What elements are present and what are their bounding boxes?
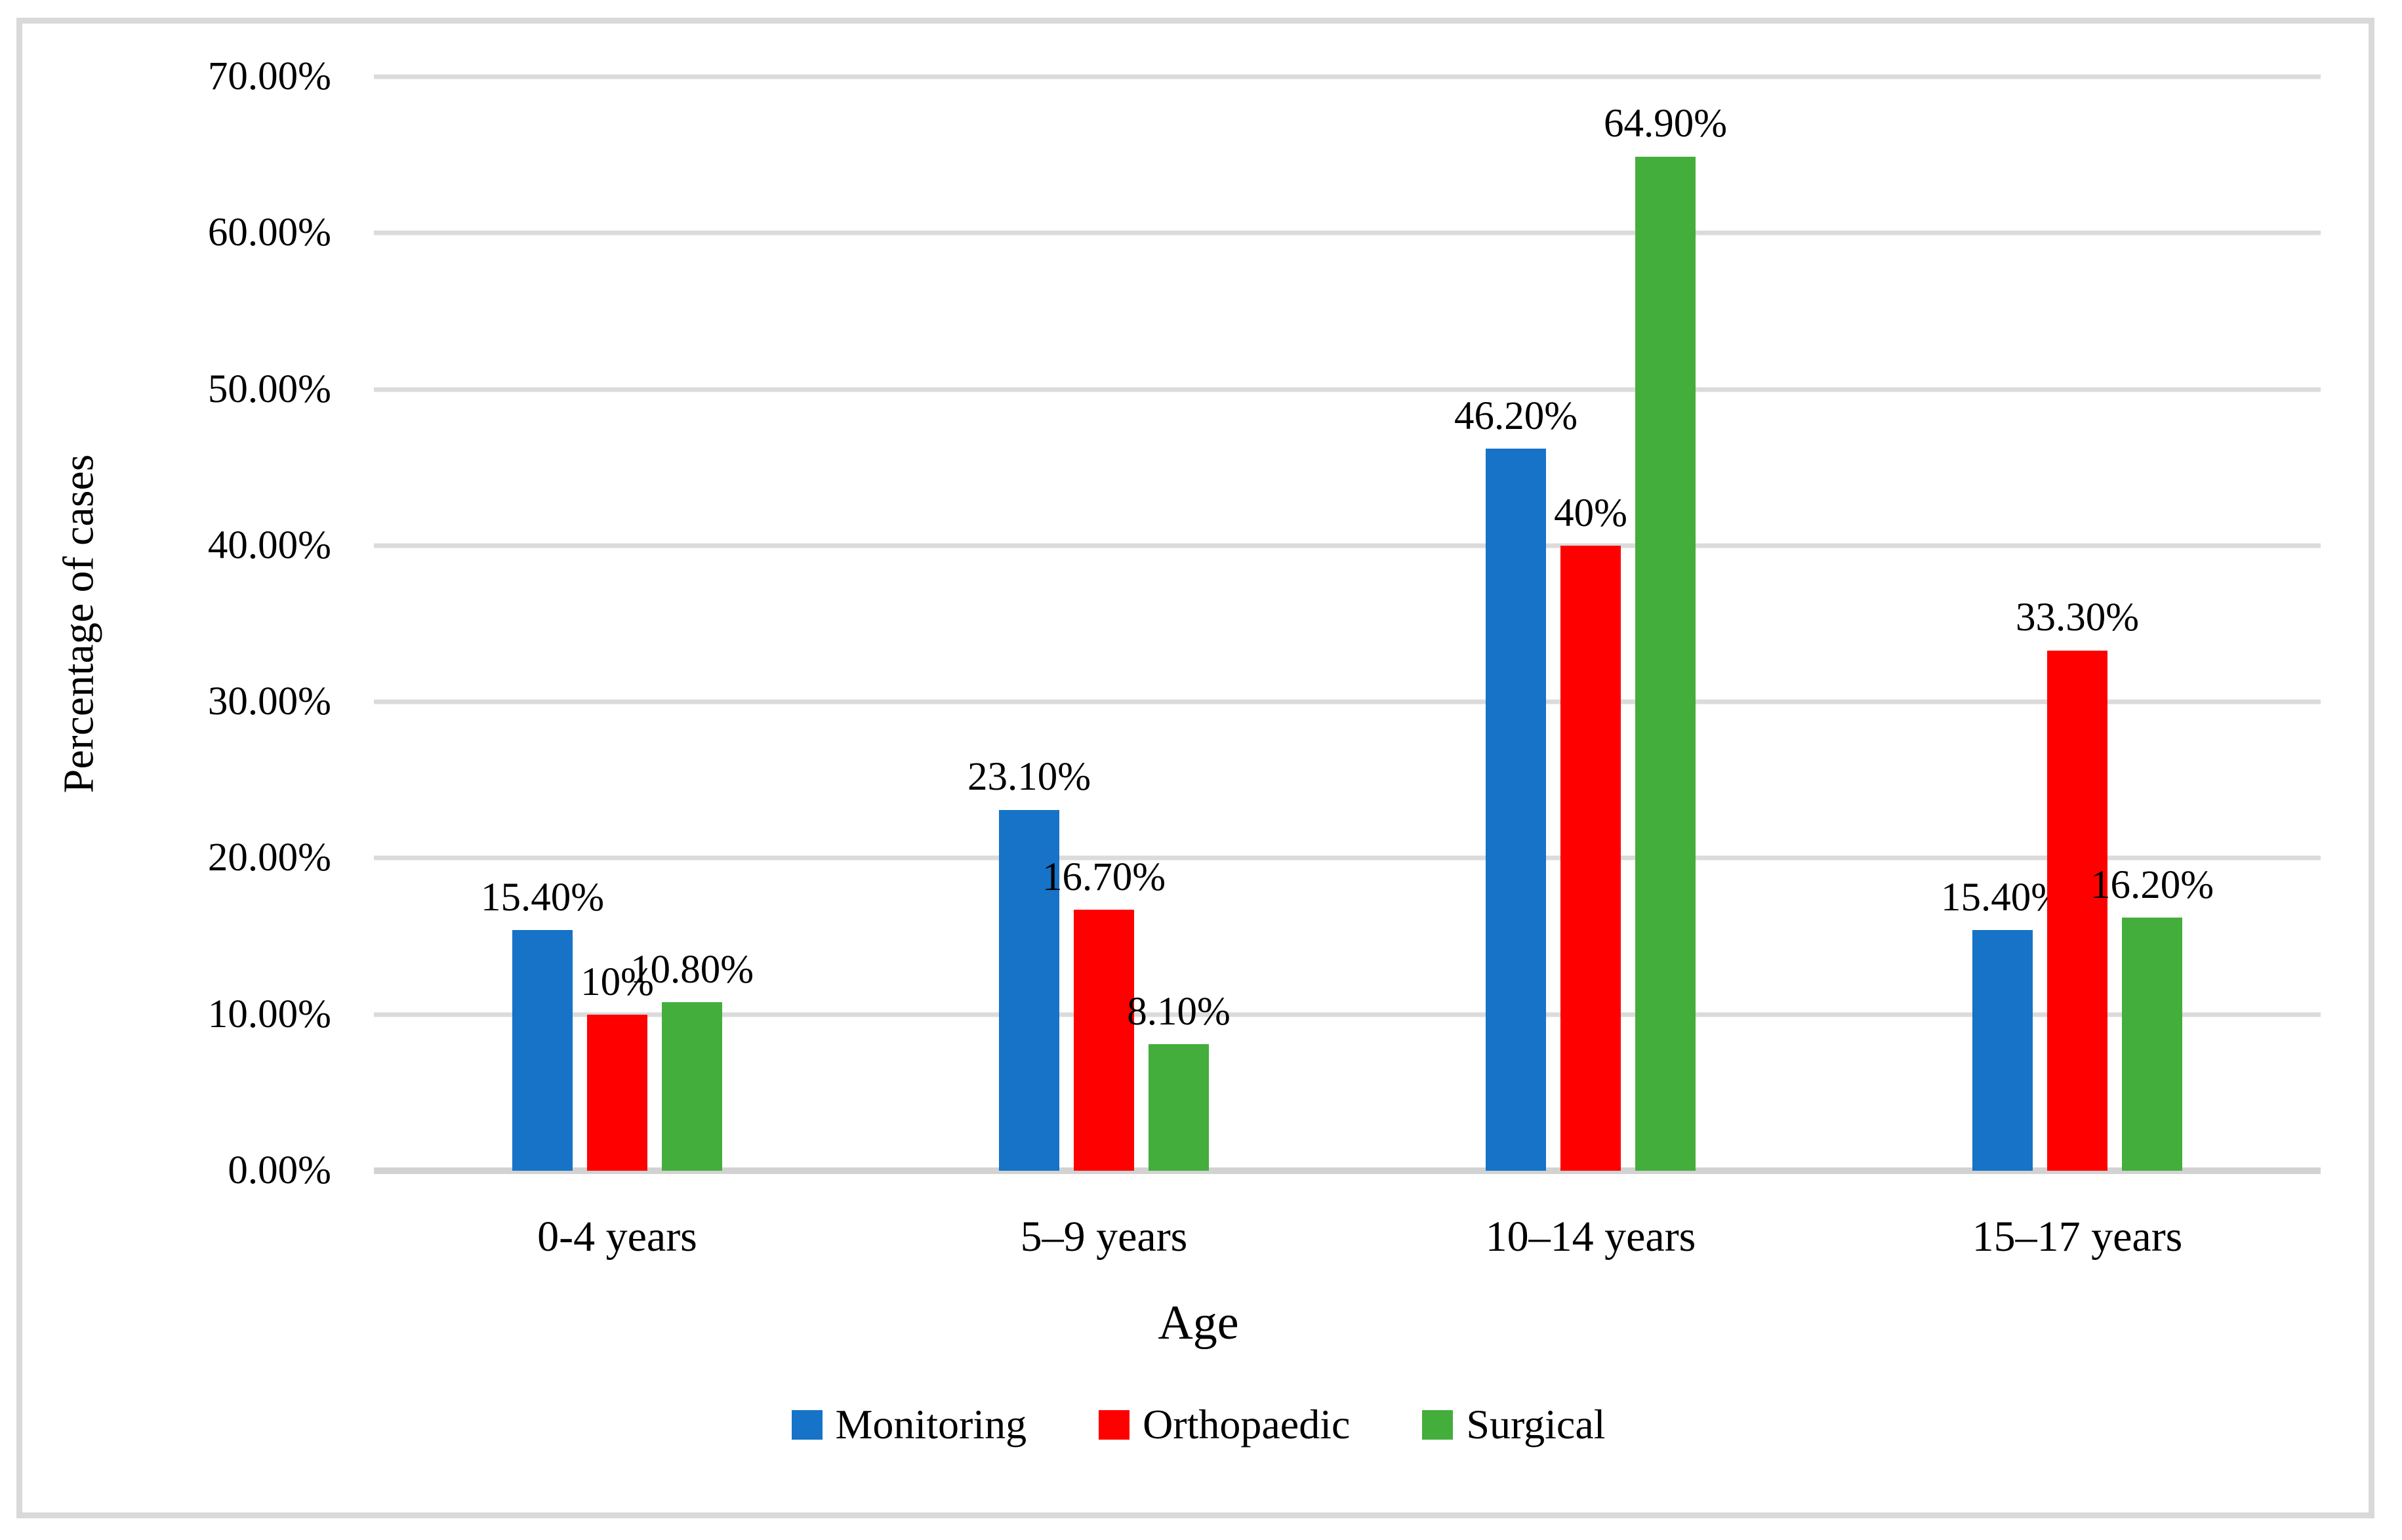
data-label-surgical-0-4-years: 10.80%	[630, 947, 754, 992]
legend-label-orthopaedic: Orthopaedic	[1143, 1401, 1351, 1448]
legend-item-orthopaedic: Orthopaedic	[1099, 1400, 1350, 1449]
y-tick-label-20-00: 20.00%	[207, 836, 331, 880]
x-axis-title: Age	[1158, 1296, 1239, 1350]
x-axis-category-labels: 0-4 years 5–9 years 10–14 years 15–17 years	[374, 1212, 2321, 1262]
bar-monitoring-15-17-years: 15.40%	[1941, 876, 2064, 1171]
y-tick-label-50-00: 50.00%	[207, 367, 331, 411]
plot-area: 15.40% 10% 10.80% 23.10% 16.70% 8.10% 46.20% 40…	[374, 74, 2321, 1174]
y-axis-tick-labels: 70.00% 60.00% 50.00% 40.00% 30.00% 20.00% 10.0…	[0, 54, 331, 1192]
bar-monitoring-10-14-years: 46.20%	[1454, 394, 1578, 1171]
legend-swatch-surgical	[1422, 1409, 1454, 1440]
category-label-5-9-years: 5–9 years	[1020, 1213, 1188, 1261]
gridline-60-00	[374, 230, 2321, 235]
bar-monitoring-5-9-years: 23.10%	[967, 755, 1091, 1171]
bar-group-15-17-years: 15.40% 33.30% 16.20%	[1834, 77, 2321, 1171]
legend: Monitoring Orthopaedic Surgical	[16, 1400, 2380, 1449]
legend-label-surgical: Surgical	[1466, 1401, 1606, 1448]
gridline-30-00	[374, 699, 2321, 704]
data-label-monitoring-0-4-years: 15.40%	[480, 875, 605, 920]
bar-group-0-4-years: 15.40% 10% 10.80%	[374, 77, 861, 1171]
data-label-surgical-15-17-years: 16.20%	[2090, 862, 2214, 907]
bar-surgical-10-14-years: 64.90%	[1604, 102, 1727, 1171]
bar-surgical-5-9-years: 8.10%	[1127, 990, 1231, 1171]
bar-group-5-9-years: 23.10% 16.70% 8.10%	[861, 77, 1347, 1171]
bar-orthopaedic-15-17-years: 33.30%	[2016, 596, 2139, 1171]
y-tick-label-0-00: 0.00%	[228, 1148, 331, 1192]
data-label-monitoring-10-14-years: 46.20%	[1454, 394, 1578, 439]
category-label-15-17-years: 15–17 years	[1972, 1213, 2183, 1261]
bar-orthopaedic-5-9-years: 16.70%	[1042, 855, 1166, 1171]
data-label-orthopaedic-10-14-years: 40%	[1554, 491, 1627, 535]
gridline-70-00	[374, 74, 2321, 79]
category-label-0-4-years: 0-4 years	[537, 1213, 697, 1261]
gridline-20-00	[374, 855, 2321, 861]
gridline-40-00	[374, 543, 2321, 548]
legend-item-monitoring: Monitoring	[791, 1400, 1027, 1449]
data-label-orthopaedic-5-9-years: 16.70%	[1042, 855, 1166, 899]
gridline-10-00	[374, 1012, 2321, 1017]
y-tick-label-70-00: 70.00%	[207, 54, 331, 98]
bar-surgical-0-4-years: 10.80%	[630, 948, 754, 1171]
bar-orthopaedic-0-4-years: 10%	[580, 960, 654, 1171]
data-label-monitoring-5-9-years: 23.10%	[967, 755, 1091, 800]
data-label-surgical-10-14-years: 64.90%	[1603, 102, 1728, 146]
y-tick-label-60-00: 60.00%	[207, 211, 331, 255]
data-label-surgical-5-9-years: 8.10%	[1127, 989, 1231, 1034]
legend-label-monitoring: Monitoring	[835, 1401, 1027, 1448]
legend-item-surgical: Surgical	[1422, 1400, 1606, 1449]
legend-swatch-monitoring	[791, 1409, 823, 1440]
bar-surgical-15-17-years: 16.20%	[2090, 863, 2214, 1171]
data-label-orthopaedic-15-17-years: 33.30%	[2015, 596, 2140, 640]
figure-border	[16, 18, 2374, 1518]
x-axis-line	[374, 1167, 2321, 1174]
bar-orthopaedic-10-14-years: 40%	[1554, 491, 1627, 1171]
bar-monitoring-0-4-years: 15.40%	[481, 876, 604, 1171]
y-tick-label-30-00: 30.00%	[207, 679, 331, 724]
category-label-10-14-years: 10–14 years	[1485, 1213, 1696, 1261]
gridline-50-00	[374, 387, 2321, 392]
y-tick-label-10-00: 10.00%	[207, 992, 331, 1036]
data-label-orthopaedic-0-4-years: 10%	[580, 960, 654, 1004]
legend-swatch-orthopaedic	[1099, 1409, 1130, 1440]
data-label-monitoring-15-17-years: 15.40%	[1940, 875, 2065, 920]
y-tick-label-40-00: 40.00%	[207, 523, 331, 567]
bar-series-container: 15.40% 10% 10.80% 23.10% 16.70% 8.10% 46.20% 40…	[374, 77, 2321, 1171]
bar-group-10-14-years: 46.20% 40% 64.90%	[1347, 77, 1834, 1171]
